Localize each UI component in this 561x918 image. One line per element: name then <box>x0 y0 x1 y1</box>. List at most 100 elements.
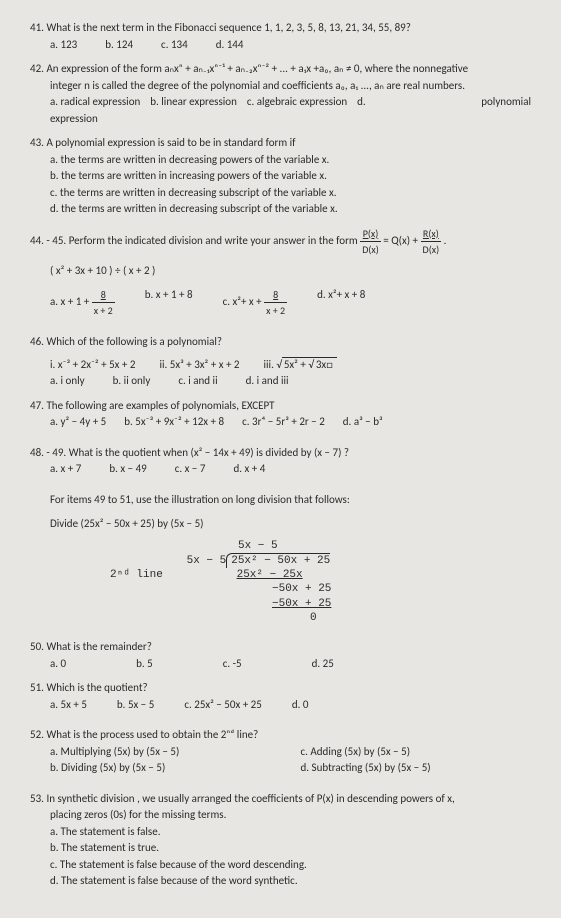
q-number: 53. <box>30 792 44 805</box>
choice-a: a. the terms are written in decreasing p… <box>50 152 531 169</box>
choice-d: d. The statement is false because of the… <box>50 873 531 890</box>
choice-b: b. linear expression <box>150 95 237 108</box>
dividend: 25x² − 50x + 25 <box>226 553 330 568</box>
question-44-45: 44. - 45. Perform the indicated division… <box>30 226 531 319</box>
fraction-rx-dx: R(x) D(x) <box>421 226 442 257</box>
question-41: 41. What is the next term in the Fibonac… <box>30 20 531 53</box>
choice-a: a. x + 7 <box>50 461 81 478</box>
choice-a: a. 0 <box>50 656 66 673</box>
choice-b: b. 5 <box>136 656 153 673</box>
q-text: Which is the quotient? <box>46 681 147 694</box>
q-text: What is the quotient when (x² − 14x + 49… <box>69 446 349 459</box>
choice-b: b. Dividing (5x) by (5x − 5) <box>50 760 281 777</box>
choice-c: c. -5 <box>223 656 242 673</box>
question-53: 53. In synthetic division , we usually a… <box>30 791 531 890</box>
choice-a: a. i only <box>50 373 85 390</box>
q-number: 43. <box>30 136 44 149</box>
choice-c: c. i and ii <box>178 373 217 390</box>
item-ii: ii. 5x³ + 3x² + x + 2 <box>159 357 239 374</box>
choice-d: d. i and iii <box>246 373 289 390</box>
q-number: 44. - 45. <box>30 234 66 247</box>
item-iii: iii. 5x² + 3x□ <box>264 357 337 374</box>
q-text: The following are examples of polynomial… <box>46 399 274 412</box>
choice-c: c. the terms are written in decreasing s… <box>50 185 531 202</box>
question-50: 50. What is the remainder? a. 0 b. 5 c. … <box>30 639 531 672</box>
step-line-3: −50x + 25 <box>272 582 531 596</box>
step-line-2: 25x² − 25x <box>237 569 303 581</box>
choice-d-cont: expression <box>50 111 531 128</box>
step-line-5: 0 <box>310 611 531 625</box>
choice-b: b. 5x − 5 <box>117 697 154 714</box>
question-52: 52. What is the process used to obtain t… <box>30 727 531 777</box>
q-number: 41. <box>30 21 44 34</box>
q-number: 52. <box>30 728 44 741</box>
question-46: 46. Which of the following is a polynomi… <box>30 334 531 390</box>
q-number: 47. <box>30 399 44 412</box>
q-text: A polynomial expression is said to be in… <box>46 136 295 149</box>
q-text: An expression of the form aₙxⁿ + aₙ₋₁xⁿ⁻… <box>46 62 468 75</box>
q-number: 42. <box>30 62 44 75</box>
choice-c: c. 134 <box>161 37 188 54</box>
quotient-line: 5x − 5 <box>238 539 531 553</box>
choice-d: d. x²+ x + 8 <box>317 287 365 304</box>
choice-b: b. x + 1 + 8 <box>145 287 193 304</box>
equals: = Q(x) + <box>383 234 418 247</box>
question-43: 43. A polynomial expression is said to b… <box>30 135 531 218</box>
q-number: 50. <box>30 640 44 653</box>
q-number: 48. - 49. <box>30 446 66 459</box>
choice-b: b. 124 <box>105 37 133 54</box>
fraction-px-dx: P(x) D(x) <box>360 226 381 257</box>
q-text: What is the next term in the Fibonacci s… <box>46 21 410 34</box>
step-line-4: −50x + 25 <box>272 597 531 611</box>
choice-c: c. 25x² − 50x + 25 <box>184 697 262 714</box>
choice-a: a. 5x + 5 <box>50 697 87 714</box>
choice-b: b. the terms are written in increasing p… <box>50 168 531 185</box>
question-42: 42. An expression of the form aₙxⁿ + aₙ₋… <box>30 61 531 127</box>
choice-c: c. Adding (5x) by (5x − 5) <box>301 744 532 761</box>
question-47: 47. The following are examples of polyno… <box>30 398 531 431</box>
choice-a: a. 123 <box>50 37 77 54</box>
q-text: What is the process used to obtain the 2… <box>46 728 258 741</box>
choice-c: c. x − 7 <box>175 461 206 478</box>
divide-expression: Divide (25x² − 50x + 25) by (5x − 5) <box>50 516 531 533</box>
instruction-text: For items 49 to 51, use the illustration… <box>50 492 531 509</box>
choice-a: a. The statement is false. <box>50 824 531 841</box>
period: . <box>444 234 447 247</box>
choice-d: d. 25 <box>312 656 334 673</box>
choice-a: a. y² − 4y + 5 <box>50 414 106 431</box>
divisor: 5x − 5 <box>187 554 227 568</box>
choice-d: d. <box>357 95 366 108</box>
q-text: In synthetic division , we usually arran… <box>46 792 454 805</box>
choice-d: d. x + 4 <box>233 461 265 478</box>
question-48-49: 48. - 49. What is the quotient when (x² … <box>30 445 531 478</box>
division-expression: ( x² + 3x + 10 ) ÷ ( x + 2 ) <box>50 263 531 280</box>
q-text-cont: integer n is called the degree of the po… <box>50 78 531 95</box>
question-51: 51. Which is the quotient? a. 5x + 5 b. … <box>30 680 531 713</box>
choice-d: d. Subtracting (5x) by (5x − 5) <box>301 760 532 777</box>
q-text: Perform the indicated division and write… <box>69 234 358 247</box>
choice-b: b. The statement is true. <box>50 840 531 857</box>
choice-b: b. 5x⁻³ + 9x⁻² + 12x + 8 <box>124 414 224 431</box>
q-text: What is the remainder? <box>46 640 151 653</box>
choice-c: c. x²+ x + 8 x + 2 <box>223 287 287 318</box>
q-number: 51. <box>30 681 44 694</box>
choice-d-word: polynomial <box>481 94 531 111</box>
second-line-label: 2ⁿᵈ line <box>110 568 180 582</box>
choice-a: a. Multiplying (5x) by (5x − 5) <box>50 744 281 761</box>
choice-c: c. algebraic expression <box>247 95 347 108</box>
choice-d: d. 0 <box>292 697 309 714</box>
item-i: i. x⁻³ + 2x⁻² + 5x + 2 <box>50 357 135 374</box>
q-number: 46. <box>30 335 44 348</box>
choice-d: d. the terms are written in decreasing s… <box>50 201 531 218</box>
q-text-cont: placing zeros (0s) for the missing terms… <box>50 807 531 824</box>
choice-c: c. The statement is false because of the… <box>50 857 531 874</box>
long-division-work: 5x − 5 5x − 5 25x² − 50x + 25 2ⁿᵈ line 2… <box>110 539 531 626</box>
choice-d: d. 144 <box>216 37 244 54</box>
choice-b: b. ii only <box>113 373 151 390</box>
choice-d: d. a³ − b³ <box>343 414 383 431</box>
choice-b: b. x − 49 <box>109 461 146 478</box>
choice-c: c. 3r⁴ − 5r³ + 2r − 2 <box>242 414 325 431</box>
choice-a: a. x + 1 + 8 x + 2 <box>50 287 115 318</box>
choice-a: a. radical expression <box>50 95 140 108</box>
q-text: Which of the following is a polynomial? <box>46 335 222 348</box>
